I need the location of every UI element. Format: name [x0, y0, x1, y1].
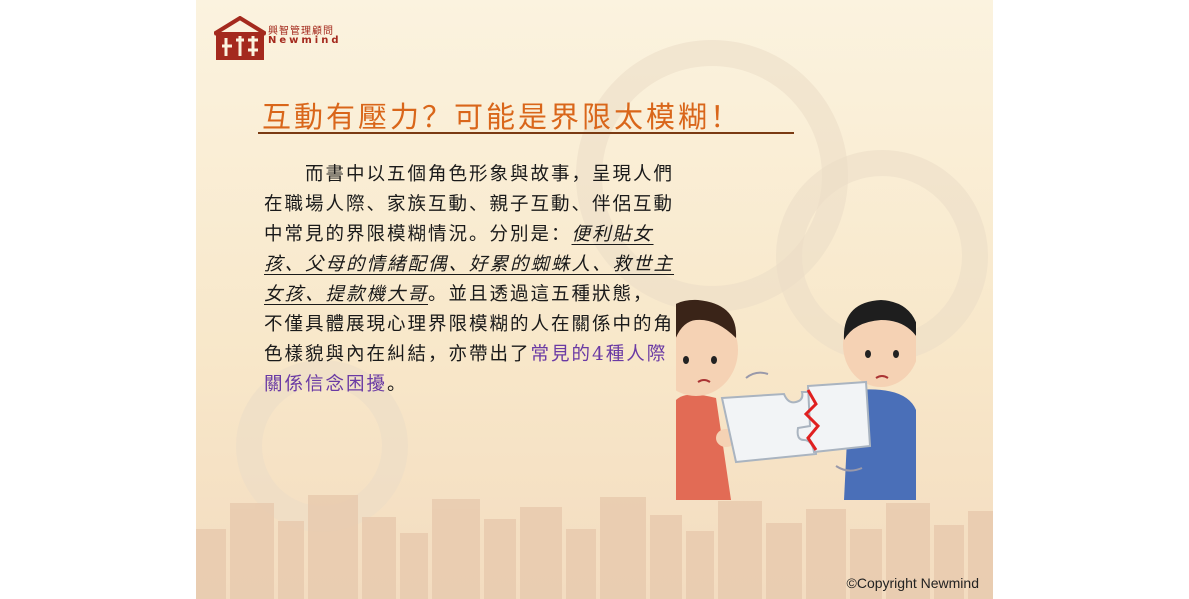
newmind-logo-icon	[214, 16, 266, 60]
roles-list: 便利貼女孩、父母的情緒配偶、好累的蜘蛛人、救世主女孩、提款機大哥	[264, 224, 675, 305]
body-part2: 。並且透過這五種狀態，不僅具體展現心理界限模糊的人在關係中的角色樣貌與內在糾結，…	[264, 284, 675, 365]
body-part1: 而書中以五個角色形象與故事，呈現人們在職場人際、家族互動、親子互動、伴侶互動中常…	[264, 164, 675, 245]
slide: 興智管理顧問 Newmind 互動有壓力？可能是界限太模糊！ 而書中以五個角色形…	[196, 0, 993, 599]
body-part3: 。	[387, 374, 408, 395]
two-people-holding-broken-puzzle-illustration	[676, 299, 916, 500]
highlight-text: 常見的4種人際關係信念困擾	[264, 344, 668, 395]
logo-name-en: Newmind	[268, 35, 342, 46]
body-text: 而書中以五個角色形象與故事，呈現人們在職場人際、家族互動、親子互動、伴侶互動中常…	[264, 160, 674, 400]
logo-name-cn: 興智管理顧問	[268, 26, 334, 37]
title-underline	[258, 132, 794, 134]
page-title: 互動有壓力？可能是界限太模糊！	[262, 100, 743, 134]
copyright-text: ©Copyright Newmind	[846, 575, 979, 591]
skyline-decoration	[196, 495, 993, 599]
